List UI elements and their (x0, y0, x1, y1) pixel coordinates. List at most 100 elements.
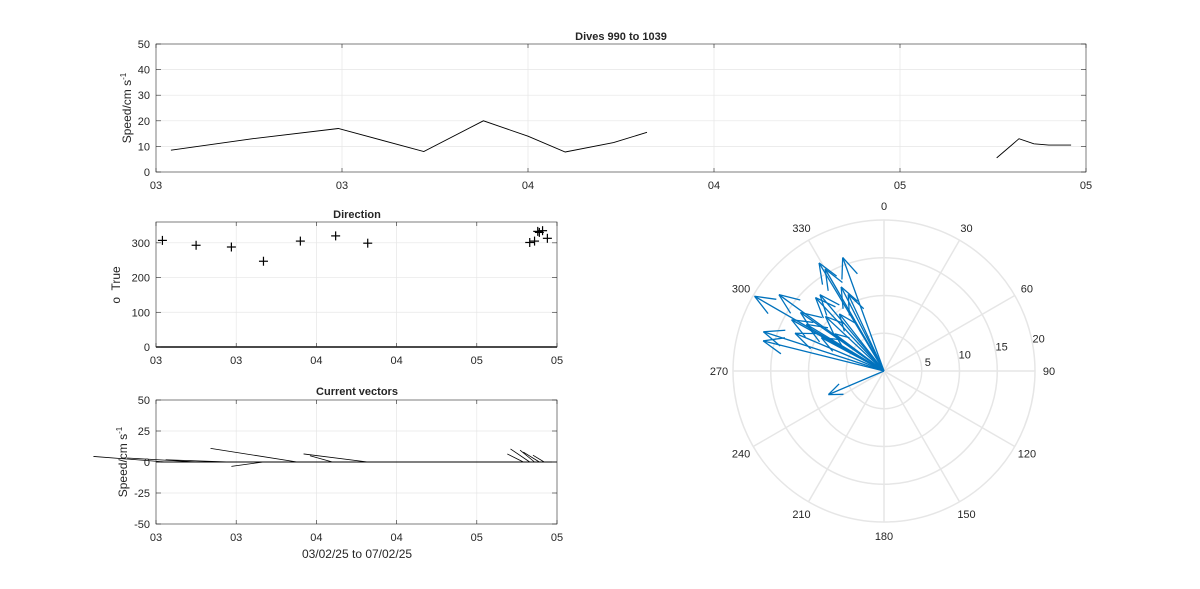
compass-arrow-shaft (815, 297, 885, 372)
compass-arrow-shaft (821, 337, 885, 372)
compass-angle-label: 270 (710, 366, 728, 378)
speed-y-ticks: 0 10 20 30 40 50 (138, 39, 1086, 179)
compass-angle-label: 120 (1018, 449, 1036, 461)
compass-axes: 0 30 60 90 120 150 180 210 240 270 300 330 5 10 15 20 (710, 201, 1055, 543)
direction-x-tick-label: 05 (551, 355, 563, 367)
direction-marker (538, 226, 548, 236)
vectors-y-tick-label: 25 (138, 426, 150, 438)
direction-marker (191, 240, 201, 250)
direction-marker (533, 226, 543, 236)
speed-y-tick-label: 50 (138, 39, 150, 51)
compass-arrow-head (841, 257, 844, 280)
current-vector (165, 459, 230, 463)
current-vector (231, 461, 264, 467)
direction-x-ticks: 03 03 04 04 05 05 (150, 222, 563, 367)
compass-arrow-head (838, 313, 845, 332)
compass-arrow-shaft (806, 323, 885, 372)
current-vector (519, 449, 535, 463)
vectors-x-ticks: 03 03 04 04 05 05 (150, 400, 563, 544)
compass-arrow (838, 313, 885, 372)
compass-arrows (754, 257, 885, 396)
compass-angle-label: 240 (732, 449, 750, 461)
speed-ylabel-text: Speed/cm s (120, 80, 134, 143)
compass-arrow-head (754, 295, 769, 314)
current-vector (93, 456, 166, 463)
current-vector (127, 457, 198, 463)
vectors-ylabel: Speed/cm s-1 (115, 426, 130, 497)
speed-line (996, 138, 1072, 159)
compass-arrow-head (791, 319, 806, 338)
compass-arrow-head (842, 257, 858, 275)
compass-angle-label: 0 (881, 201, 887, 213)
speed-x-tick-label: 04 (708, 180, 720, 192)
direction-marker (157, 235, 167, 245)
direction-x-tick-label: 04 (310, 355, 322, 367)
speed-y-tick-label: 10 (138, 141, 150, 153)
direction-marker (363, 238, 373, 248)
compass-radius-label: 10 (959, 349, 971, 361)
compass-arrow-shaft (838, 313, 885, 372)
compass-arrow-head (778, 294, 792, 314)
current-vector (309, 455, 333, 463)
compass-arrow (814, 296, 885, 372)
current-vector (507, 453, 524, 463)
direction-x-tick-label: 04 (390, 355, 402, 367)
compass-arrow (762, 329, 885, 372)
compass-arrow (762, 337, 885, 372)
compass-arrow-head (754, 295, 777, 300)
compass-arrow (824, 315, 885, 372)
compass-angle-label: 30 (960, 223, 972, 235)
direction-marker (542, 233, 552, 243)
speed-y-tick-label: 0 (144, 167, 150, 179)
speed-axes-box (155, 43, 1087, 173)
vectors-y-tick-label: -25 (134, 488, 150, 500)
direction-marker (530, 236, 540, 246)
direction-x-tick-label: 03 (150, 355, 162, 367)
speed-ylabel: Speed/cm s-1 (119, 72, 134, 143)
compass-arrow-head (763, 337, 786, 342)
vectors-ylabel-text: Speed/cm s (116, 434, 130, 497)
vectors-ylabel-superscript: -1 (115, 426, 124, 434)
compass-spoke (883, 294, 1016, 372)
compass-arrow-shaft (847, 294, 885, 372)
speed-title: Dives 990 to 1039 (575, 31, 667, 43)
compass-arrow-head (800, 311, 823, 319)
direction-y-tick-label: 100 (132, 307, 150, 319)
vectors-y-tick-label: 50 (138, 395, 150, 407)
compass-arrow-head (840, 286, 859, 302)
compass-arrow-head (814, 297, 825, 319)
compass-arrow-head (805, 323, 821, 343)
compass-angle-label: 330 (792, 223, 810, 235)
compass-arrow-head (827, 383, 840, 396)
compass-arrow-shaft (762, 340, 885, 372)
direction-axes-box (155, 221, 558, 348)
vectors-x-tick-label: 05 (551, 532, 563, 544)
compass-spoke (752, 370, 885, 448)
compass-arrow (820, 337, 885, 372)
current-vector (510, 448, 530, 463)
speed-y-tick-label: 20 (138, 116, 150, 128)
speed-x-tick-label: 03 (150, 180, 162, 192)
compass-angle-label: 210 (792, 509, 810, 521)
compass-arrow (818, 262, 885, 372)
direction-y-ticks: 0 100 200 300 (132, 238, 557, 354)
speed-x-tick-label: 05 (1080, 180, 1092, 192)
direction-marker (331, 231, 341, 241)
vectors-series (93, 447, 557, 467)
current-vector (523, 451, 540, 463)
speed-y-tick-label: 40 (138, 65, 150, 77)
compass-arrow (841, 257, 885, 372)
direction-y-tick-label: 200 (132, 273, 150, 285)
compass-angle-label: 90 (1043, 366, 1055, 378)
compass-arrow-head (806, 323, 829, 329)
current-vector (210, 447, 298, 463)
speed-x-ticks: 03 03 04 04 05 05 (150, 44, 1092, 192)
direction-marker (258, 256, 268, 266)
compass-arrow-shaft (825, 315, 885, 372)
direction-x-tick-label: 05 (471, 355, 483, 367)
speed-x-tick-label: 03 (336, 180, 348, 192)
compass-arrow-shaft (763, 331, 885, 372)
compass-arrow-shaft (842, 257, 885, 372)
compass-arrow-head (778, 294, 801, 301)
direction-marker (525, 237, 535, 247)
